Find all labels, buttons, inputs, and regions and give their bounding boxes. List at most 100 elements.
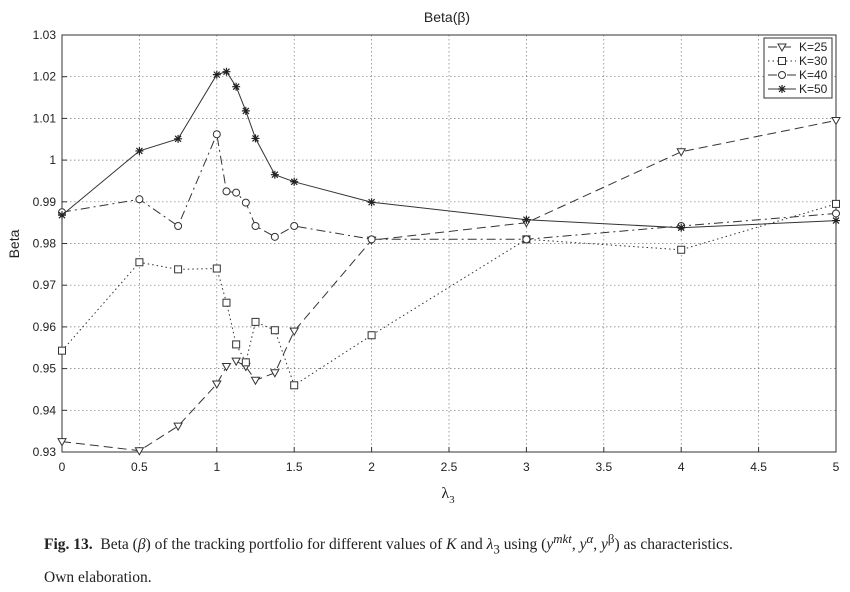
- data-point: [211, 380, 222, 390]
- y-tick-label: 0.95: [33, 362, 57, 376]
- data-point: [212, 70, 221, 79]
- series-line: [61, 71, 837, 229]
- legend-label: K=40: [799, 68, 828, 82]
- y-tick-label: 0.96: [33, 320, 57, 334]
- data-point: [135, 195, 144, 204]
- caption-line-2: Own elaboration.: [44, 569, 152, 587]
- data-point: [522, 235, 531, 244]
- series-layer: [57, 67, 841, 456]
- data-point: [676, 148, 687, 157]
- x-tick-label: 2: [368, 460, 375, 474]
- caption-text-3: and: [456, 536, 487, 554]
- data-point: [232, 82, 241, 91]
- y-tick-label: 1.02: [33, 70, 57, 84]
- data-point: [367, 331, 376, 340]
- caption-sep-2: ,: [593, 536, 602, 554]
- data-point: [222, 298, 231, 307]
- data-point: [251, 134, 260, 143]
- data-point: [241, 358, 250, 367]
- data-point: [231, 357, 242, 367]
- caption-label: Fig. 13.: [44, 536, 93, 554]
- y-tick-label: 1.03: [33, 28, 57, 42]
- y-tick-label: 0.99: [33, 195, 57, 209]
- chart-legend: K=25K=30K=40K=50: [763, 37, 833, 99]
- data-point: [212, 264, 221, 273]
- caption-line-1: Fig. 13. Beta (β) of the tracking portfo…: [44, 524, 834, 563]
- chart-title: Beta(β): [424, 9, 470, 25]
- caption-text-1: Beta (: [100, 536, 138, 554]
- legend-label: K=30: [799, 54, 828, 68]
- data-point: [174, 265, 183, 274]
- data-point: [270, 326, 279, 335]
- data-point: [832, 209, 840, 218]
- y-axis-label: Beta: [6, 229, 22, 258]
- data-point: [251, 317, 260, 326]
- data-point: [289, 327, 300, 337]
- figure-caption: Fig. 13. Beta (β) of the tracking portfo…: [44, 524, 834, 592]
- data-point: [831, 116, 841, 126]
- x-tick-label: 0.5: [131, 460, 148, 474]
- data-point: [522, 215, 531, 224]
- y-tick-label: 0.98: [33, 237, 57, 251]
- data-point: [134, 447, 145, 456]
- beta-line-chart: Beta(β) 0 0.5 1 1.5 2 2.5 3 3.5 4 4.5 5 0.930.940.…: [6, 9, 841, 506]
- data-point: [221, 363, 232, 372]
- data-point: [58, 346, 66, 355]
- legend-label: K=25: [799, 40, 828, 54]
- data-point: [290, 221, 299, 230]
- data-point: [212, 130, 221, 139]
- data-point: [269, 369, 280, 378]
- chart-grid: [62, 35, 836, 452]
- data-point: [270, 170, 279, 179]
- series-k40: [58, 130, 840, 244]
- x-axis-label-main: λ: [441, 485, 449, 502]
- data-point: [832, 216, 840, 225]
- legend-label: K=50: [799, 82, 828, 96]
- caption-text-2: ) of the tracking portfolio for differen…: [145, 536, 447, 554]
- data-point: [677, 245, 686, 254]
- data-point: [57, 438, 67, 447]
- data-point: [174, 221, 183, 230]
- y-tick-label: 0.97: [33, 278, 57, 292]
- series-line: [61, 120, 837, 452]
- series-line: [61, 203, 837, 387]
- caption-lambda: λ: [486, 536, 494, 554]
- caption-k: K: [446, 536, 457, 554]
- data-point: [251, 221, 260, 230]
- data-point: [58, 211, 66, 220]
- data-point: [832, 199, 840, 208]
- data-point: [173, 422, 183, 432]
- caption-beta: β: [137, 536, 146, 554]
- x-axis-label: λ3: [441, 485, 455, 506]
- x-tick-label: 0: [59, 460, 66, 474]
- x-tick-label: 1: [213, 460, 220, 474]
- y-tick-label: 1: [49, 153, 56, 167]
- data-point: [232, 188, 241, 197]
- data-point: [222, 187, 231, 196]
- x-axis-ticks: 0 0.5 1 1.5 2 2.5 3 3.5 4 4.5 5: [59, 447, 840, 474]
- data-point: [241, 106, 250, 115]
- data-point: [778, 57, 786, 65]
- caption-y-mkt: y: [546, 536, 554, 554]
- data-point: [290, 177, 299, 186]
- data-point: [250, 376, 261, 386]
- y-axis-ticks: 0.93 0.94 0.95 0.96 0.97 0.98 0.99 1 1.01 1.02 1.0…: [33, 28, 67, 459]
- caption-lambda-sub: 3: [493, 541, 500, 557]
- data-point: [778, 85, 786, 93]
- data-point: [174, 134, 183, 143]
- series-k50: [58, 67, 840, 232]
- data-point: [778, 71, 786, 79]
- x-axis-label-sub: 3: [449, 494, 455, 506]
- data-point: [777, 43, 787, 53]
- data-point: [241, 198, 250, 207]
- data-point: [367, 198, 376, 207]
- x-tick-label: 3.5: [595, 460, 612, 474]
- legend-box: [763, 37, 833, 99]
- x-tick-label: 5: [833, 460, 840, 474]
- caption-y-mkt-sup: mkt: [553, 531, 572, 546]
- data-point: [232, 340, 241, 349]
- x-tick-label: 4: [678, 460, 685, 474]
- x-tick-label: 2.5: [441, 460, 458, 474]
- y-tick-label: 1.01: [33, 111, 57, 125]
- data-point: [677, 223, 686, 232]
